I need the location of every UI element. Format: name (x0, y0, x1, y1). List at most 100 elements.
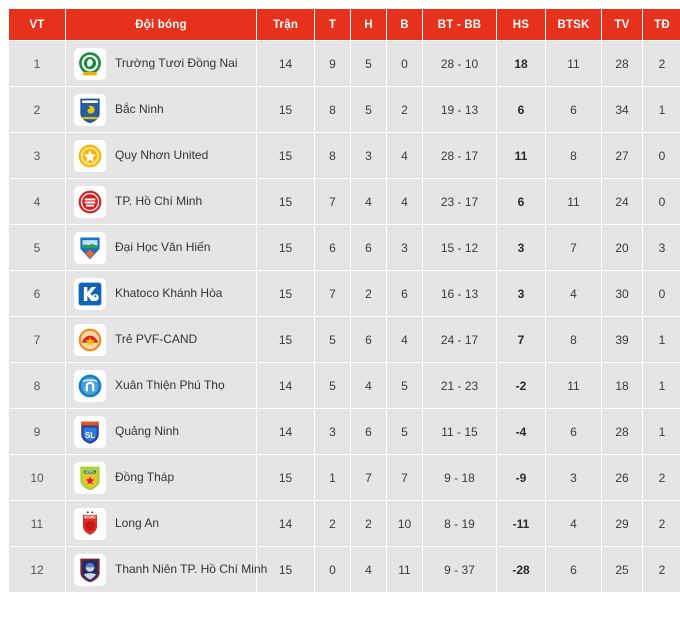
row-position: 11 (9, 501, 65, 546)
row-yellow-cards: 20 (602, 225, 642, 270)
svg-text:LONG AN: LONG AN (84, 514, 96, 518)
row-red-cards: 0 (643, 179, 680, 224)
row-goals: 23 - 17 (423, 179, 496, 224)
row-team[interactable]: SL Quảng Ninh (66, 409, 256, 454)
row-red-cards: 0 (643, 271, 680, 316)
row-draws: 2 (351, 501, 386, 546)
row-team[interactable]: Quy Nhơn United (66, 133, 256, 178)
row-red-cards: 1 (643, 87, 680, 132)
row-wins: 3 (315, 409, 350, 454)
row-goals: 9 - 18 (423, 455, 496, 500)
row-played: 15 (257, 225, 314, 270)
row-btsk: 11 (546, 179, 601, 224)
dai-hoc-van-hien-logo (74, 231, 106, 264)
row-goals: 8 - 19 (423, 501, 496, 546)
row-btsk: 11 (546, 363, 601, 408)
standings-table-container: VT Đội bóng Trận T H B BT - BB HS BTSK T… (9, 9, 680, 592)
column-header-t[interactable]: T (315, 9, 350, 40)
column-header-td[interactable]: TĐ (643, 9, 680, 40)
row-position: 9 (9, 409, 65, 454)
row-losses: 10 (387, 501, 422, 546)
column-header-tran[interactable]: Trận (257, 9, 314, 40)
row-played: 15 (257, 317, 314, 362)
tp-ho-chi-minh-logo (74, 185, 106, 218)
row-team[interactable]: Bắc Ninh (66, 87, 256, 132)
row-losses: 0 (387, 41, 422, 86)
row-played: 14 (257, 501, 314, 546)
row-red-cards: 1 (643, 409, 680, 454)
row-team[interactable]: Xuân Thiện Phú Thọ (66, 363, 256, 408)
table-row[interactable]: 1 Trường Tươi Đồng Nai 14 9 5 0 28 - 10 18 11 28 2… (9, 41, 680, 86)
row-btsk: 4 (546, 501, 601, 546)
table-row[interactable]: 12 Thanh Niên TP. Hồ Chí Minh 15 0 4 11 9 - 37… (9, 547, 680, 592)
row-team[interactable]: Trường Tươi Đồng Nai (66, 41, 256, 86)
row-position: 3 (9, 133, 65, 178)
row-team[interactable]: LONG AN Long An (66, 501, 256, 546)
tre-pvf-cand-logo (74, 323, 106, 356)
column-header-team[interactable]: Đội bóng (66, 9, 256, 40)
row-team[interactable]: Thanh Niên TP. Hồ Chí Minh (66, 547, 267, 592)
team-name-label: Đồng Tháp (115, 469, 175, 484)
row-goals: 16 - 13 (423, 271, 496, 316)
row-btsk: 8 (546, 317, 601, 362)
row-goals: 15 - 12 (423, 225, 496, 270)
row-team[interactable]: DTFC Đồng Tháp (66, 455, 256, 500)
row-red-cards: 1 (643, 363, 680, 408)
row-played: 15 (257, 455, 314, 500)
thanh-nien-tp-ho-chi-minh-logo (74, 553, 106, 586)
column-header-hs[interactable]: HS (497, 9, 545, 40)
column-header-btbb[interactable]: BT - BB (423, 9, 496, 40)
row-team[interactable]: Đại Học Văn Hiến (66, 225, 256, 270)
row-played: 15 (257, 133, 314, 178)
team-name-label: Trẻ PVF-CAND (115, 331, 198, 346)
row-wins: 2 (315, 501, 350, 546)
row-btsk: 6 (546, 87, 601, 132)
row-red-cards: 0 (643, 133, 680, 178)
row-played: 15 (257, 87, 314, 132)
row-goal-difference: 6 (497, 179, 545, 224)
column-header-tv[interactable]: TV (602, 9, 642, 40)
row-losses: 4 (387, 179, 422, 224)
row-position: 5 (9, 225, 65, 270)
row-red-cards: 2 (643, 501, 680, 546)
row-draws: 5 (351, 41, 386, 86)
row-team[interactable]: Khatoco Khánh Hòa (66, 271, 256, 316)
row-position: 12 (9, 547, 65, 592)
row-team[interactable]: TP. Hồ Chí Minh (66, 179, 256, 224)
quang-ninh-logo: SL (74, 415, 106, 448)
bac-ninh-logo (74, 93, 106, 126)
column-header-b[interactable]: B (387, 9, 422, 40)
row-yellow-cards: 30 (602, 271, 642, 316)
column-header-vt[interactable]: VT (9, 9, 65, 40)
row-red-cards: 2 (643, 547, 680, 592)
row-draws: 2 (351, 271, 386, 316)
team-name-label: Quảng Ninh (115, 423, 180, 438)
row-wins: 7 (315, 179, 350, 224)
row-goal-difference: 7 (497, 317, 545, 362)
row-position: 4 (9, 179, 65, 224)
dong-thap-logo: DTFC (74, 461, 106, 494)
row-wins: 6 (315, 225, 350, 270)
column-header-h[interactable]: H (351, 9, 386, 40)
row-goals: 24 - 17 (423, 317, 496, 362)
row-yellow-cards: 24 (602, 179, 642, 224)
row-red-cards: 3 (643, 225, 680, 270)
column-header-btsk[interactable]: BTSK (546, 9, 601, 40)
row-yellow-cards: 18 (602, 363, 642, 408)
row-losses: 3 (387, 225, 422, 270)
team-name-label: Bắc Ninh (115, 101, 164, 116)
row-team[interactable]: Trẻ PVF-CAND (66, 317, 256, 362)
row-goal-difference: -9 (497, 455, 545, 500)
row-btsk: 6 (546, 409, 601, 454)
row-losses: 2 (387, 87, 422, 132)
